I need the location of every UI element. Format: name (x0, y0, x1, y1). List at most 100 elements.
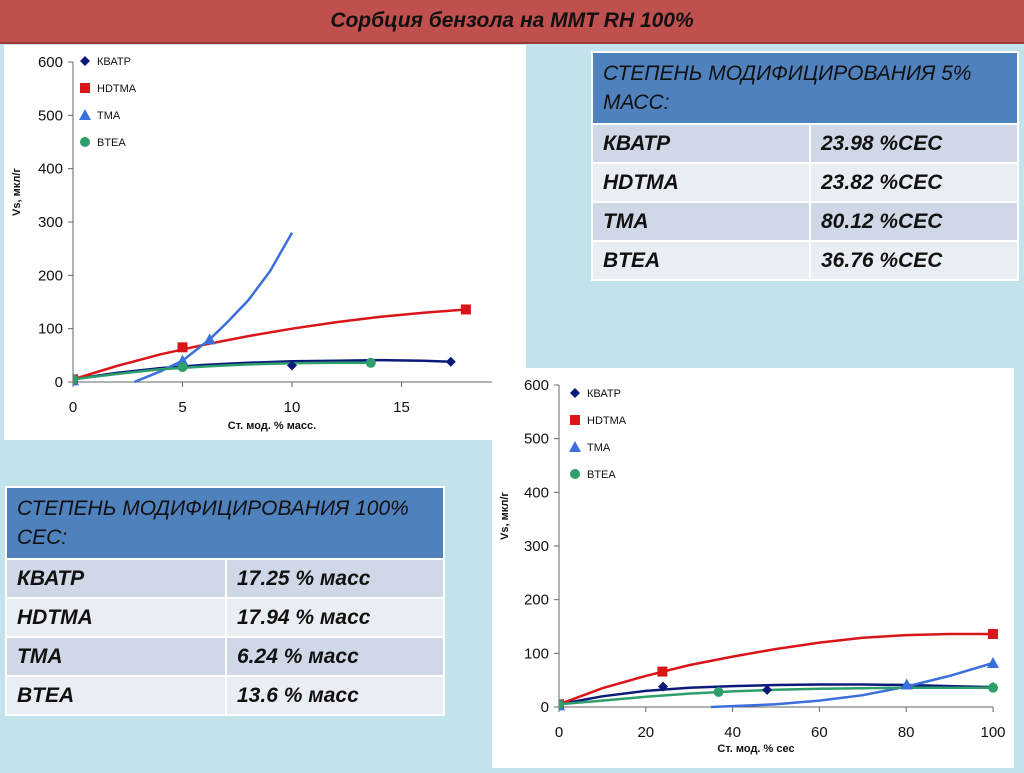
y-tick-label: 300 (524, 538, 549, 555)
row-name: КВАТР (5, 558, 227, 599)
row-name: КВАТР (591, 123, 811, 164)
x-tick-label: 100 (980, 724, 1005, 741)
row-name: TMA (591, 201, 811, 242)
data-point (287, 360, 297, 371)
data-point (988, 629, 998, 640)
row-value: 17.94 % масс (225, 597, 445, 638)
x-tick-label: 20 (637, 724, 654, 741)
data-point (713, 686, 724, 697)
row-name: TMA (5, 636, 227, 677)
row-value: 17.25 % масс (225, 558, 445, 599)
trend-line (73, 361, 371, 381)
x-tick-label: 0 (555, 724, 563, 741)
chart-cec-percent: 0 100 200 300 400 500 600 0 20 40 60 80 100 Ст. мод. … (492, 368, 1014, 768)
trend-line (73, 308, 466, 381)
row-value: 13.6 % масс (225, 675, 445, 716)
y-tick-label: 0 (55, 374, 63, 391)
table-5-header: СТЕПЕНЬ МОДИФИЦИРОВАНИЯ 5% МАСС: (591, 51, 1019, 125)
data-point (365, 357, 376, 368)
y-tick-label: 100 (524, 645, 549, 662)
row-value: 36.76 %CEC (809, 240, 1019, 281)
legend-label: TMA (97, 110, 121, 122)
data-point (460, 304, 471, 315)
row-name: HDTMA (5, 597, 227, 638)
legend: КВАТР HDTMA TMA BTEA (569, 388, 627, 481)
legend-marker (80, 83, 90, 93)
legend-marker (570, 469, 580, 479)
data-point (988, 682, 998, 693)
table-row: КВАТР 23.98 %CEC (591, 123, 1019, 164)
y-tick-label: 500 (38, 107, 63, 124)
table-row: TMA 6.24 % масс (5, 636, 445, 677)
legend-label: TMA (587, 442, 611, 454)
chart-mass-percent-svg: 0 100 200 300 400 500 600 0 5 10 15 Ст. мод. % масс… (11, 54, 511, 432)
table-row: HDTMA 17.94 % масс (5, 597, 445, 638)
legend-label: HDTMA (97, 83, 137, 95)
y-tick-label: 100 (38, 321, 63, 338)
data-point (73, 374, 78, 385)
legend-marker (80, 56, 90, 66)
legend-label: BTEA (587, 469, 616, 481)
legend-label: КВАТР (97, 56, 131, 68)
y-tick-label: 200 (38, 267, 63, 284)
x-tick-label: 80 (898, 724, 915, 741)
row-value: 23.82 %CEC (809, 162, 1019, 203)
y-tick-label: 600 (38, 54, 63, 71)
legend-marker (569, 441, 581, 452)
trend-line (559, 632, 993, 706)
table-row: BTEA 36.76 %CEC (591, 240, 1019, 281)
table-row: КВАТР 17.25 % масс (5, 558, 445, 599)
x-tick-label: 15 (393, 399, 410, 416)
data-point (987, 656, 999, 668)
row-value: 23.98 %CEC (809, 123, 1019, 164)
legend-marker (79, 109, 91, 120)
y-tick-label: 500 (524, 431, 549, 448)
data-point (176, 354, 189, 366)
legend-label: BTEA (97, 137, 126, 149)
y-tick-label: 400 (524, 484, 549, 501)
data-point (658, 681, 669, 692)
data-point (445, 356, 456, 367)
data-point (177, 362, 188, 373)
table-row: HDTMA 23.82 %CEC (591, 162, 1019, 203)
data-point (203, 333, 216, 345)
data-point (900, 678, 913, 690)
table-100-header: СТЕПЕНЬ МОДИФИЦИРОВАНИЯ 100% CEC: (5, 486, 445, 560)
y-tick-label: 300 (38, 214, 63, 231)
chart-mass-percent: 0 100 200 300 400 500 600 0 5 10 15 Ст. мод. % масс… (4, 45, 526, 440)
legend-marker (80, 137, 90, 147)
trend-line (559, 683, 994, 706)
data-point (762, 684, 773, 695)
data-point (559, 699, 564, 710)
trend-line (133, 232, 294, 384)
legend-label: HDTMA (587, 415, 627, 427)
slide-title: Сорбция бензола на ММТ RH 100% (330, 9, 694, 32)
row-value: 80.12 %CEC (809, 201, 1019, 242)
y-tick-label: 200 (524, 592, 549, 609)
x-axis-label: Ст. мод. % масс. (228, 420, 316, 432)
row-name: BTEA (591, 240, 811, 281)
data-point (177, 342, 188, 353)
x-axis-label: Ст. мод. % сес (717, 743, 794, 755)
y-axis-label: Vs, мкл/г (499, 492, 511, 540)
x-tick-label: 10 (284, 399, 301, 416)
plot-area (559, 629, 999, 711)
title-bar: Сорбция бензола на ММТ RH 100% (0, 0, 1024, 44)
legend: КВАТР HDTMA TMA BTEA (79, 56, 137, 149)
x-tick-label: 5 (178, 399, 186, 416)
y-tick-label: 400 (38, 161, 63, 178)
table-modification-5-mass: СТЕПЕНЬ МОДИФИЦИРОВАНИЯ 5% МАСС: КВАТР 2… (591, 51, 1019, 281)
table-modification-100-cec: СТЕПЕНЬ МОДИФИЦИРОВАНИЯ 100% CEC: КВАТР … (5, 486, 445, 716)
plot-area (73, 232, 471, 386)
chart-cec-percent-svg: 0 100 200 300 400 500 600 0 20 40 60 80 100 Ст. мод. … (499, 377, 1006, 755)
row-name: HDTMA (591, 162, 811, 203)
legend-label: КВАТР (587, 388, 621, 400)
trend-line (559, 686, 993, 706)
y-axis-label: Vs, мкл/г (11, 168, 23, 216)
data-point (657, 666, 668, 677)
x-tick-label: 0 (69, 399, 77, 416)
x-tick-label: 40 (724, 724, 741, 741)
trend-line (710, 661, 994, 709)
table-row: BTEA 13.6 % масс (5, 675, 445, 716)
row-value: 6.24 % масс (225, 636, 445, 677)
